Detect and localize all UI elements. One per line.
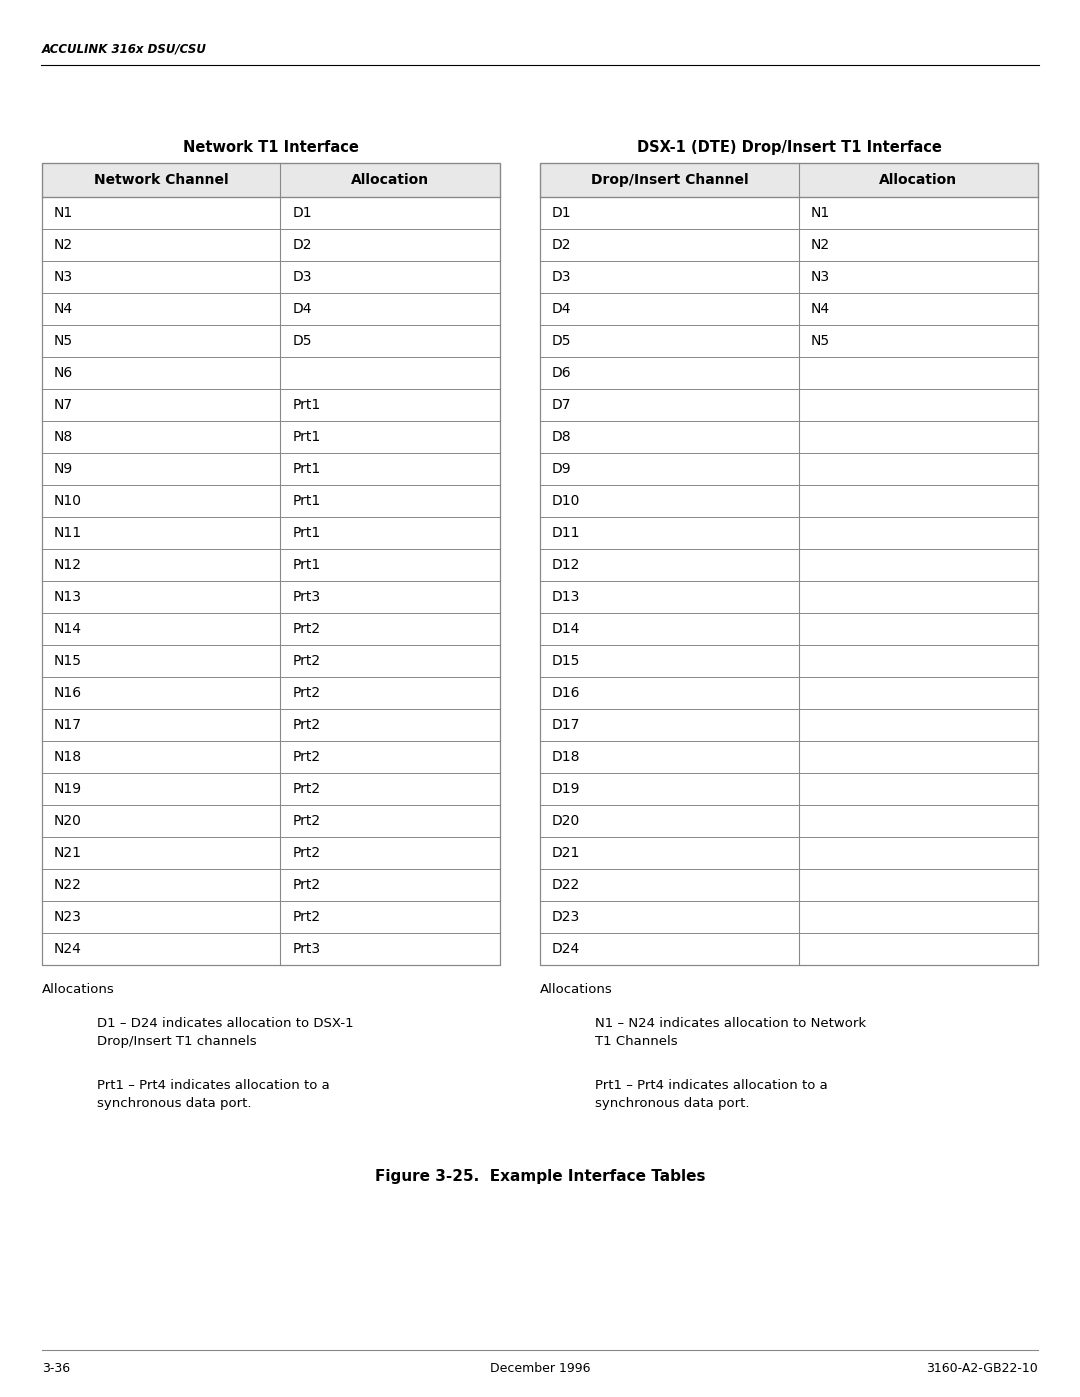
Text: N18: N18 [54, 750, 82, 764]
Text: Network T1 Interface: Network T1 Interface [184, 140, 359, 155]
Text: N1: N1 [54, 205, 73, 219]
Text: N5: N5 [54, 334, 73, 348]
Text: N11: N11 [54, 527, 82, 541]
Text: Prt2: Prt2 [293, 877, 321, 893]
Text: D3: D3 [293, 270, 312, 284]
Text: D15: D15 [552, 654, 580, 668]
Text: Prt1: Prt1 [293, 527, 321, 541]
Text: N16: N16 [54, 686, 82, 700]
Text: Prt3: Prt3 [293, 590, 321, 604]
Text: Prt1: Prt1 [293, 462, 321, 476]
Text: N13: N13 [54, 590, 82, 604]
Text: N8: N8 [54, 430, 73, 444]
Text: Prt2: Prt2 [293, 718, 321, 732]
Text: D4: D4 [552, 302, 571, 316]
Text: N5: N5 [811, 334, 831, 348]
Text: N19: N19 [54, 782, 82, 796]
Text: N12: N12 [54, 557, 82, 571]
Text: N23: N23 [54, 909, 82, 923]
Text: N22: N22 [54, 877, 82, 893]
Text: D19: D19 [552, 782, 581, 796]
Text: Allocation: Allocation [351, 173, 429, 187]
Text: N1: N1 [811, 205, 831, 219]
Bar [42, 163, 500, 965]
Text: D13: D13 [552, 590, 580, 604]
Text: Prt1: Prt1 [293, 557, 321, 571]
Text: N2: N2 [54, 237, 73, 251]
Text: N10: N10 [54, 495, 82, 509]
Text: Drop/Insert Channel: Drop/Insert Channel [591, 173, 748, 187]
Text: D1 – D24 indicates allocation to DSX-1
Drop/Insert T1 channels: D1 – D24 indicates allocation to DSX-1 D… [97, 1017, 353, 1048]
Text: N9: N9 [54, 462, 73, 476]
Text: D5: D5 [552, 334, 571, 348]
Text: N14: N14 [54, 622, 82, 636]
Text: December 1996: December 1996 [489, 1362, 591, 1375]
Text: Prt2: Prt2 [293, 847, 321, 861]
Text: Prt2: Prt2 [293, 782, 321, 796]
Text: D2: D2 [552, 237, 571, 251]
Text: Prt2: Prt2 [293, 686, 321, 700]
Text: N20: N20 [54, 814, 82, 828]
Text: Prt2: Prt2 [293, 654, 321, 668]
Text: D14: D14 [552, 622, 580, 636]
Text: N4: N4 [811, 302, 831, 316]
Text: Allocation: Allocation [879, 173, 958, 187]
Text: D3: D3 [552, 270, 571, 284]
Text: Prt1 – Prt4 indicates allocation to a
synchronous data port.: Prt1 – Prt4 indicates allocation to a sy… [97, 1078, 329, 1111]
Text: D10: D10 [552, 495, 580, 509]
Text: D22: D22 [552, 877, 580, 893]
Text: D16: D16 [552, 686, 581, 700]
Text: N3: N3 [54, 270, 73, 284]
Text: D5: D5 [293, 334, 312, 348]
Text: Allocations: Allocations [42, 983, 114, 996]
Text: D1: D1 [552, 205, 571, 219]
Text: D11: D11 [552, 527, 581, 541]
Text: D4: D4 [293, 302, 312, 316]
Text: Prt2: Prt2 [293, 750, 321, 764]
Text: D20: D20 [552, 814, 580, 828]
Text: D18: D18 [552, 750, 581, 764]
Text: D9: D9 [552, 462, 571, 476]
Text: D17: D17 [552, 718, 580, 732]
Text: 3-36: 3-36 [42, 1362, 70, 1375]
Bar [540, 163, 1038, 965]
Text: N17: N17 [54, 718, 82, 732]
Text: D2: D2 [293, 237, 312, 251]
Text: N24: N24 [54, 942, 82, 956]
Bar [540, 163, 1038, 197]
Text: D6: D6 [552, 366, 571, 380]
Text: Allocations: Allocations [540, 983, 612, 996]
Text: Prt3: Prt3 [293, 942, 321, 956]
Text: ACCULINK 316x DSU/CSU: ACCULINK 316x DSU/CSU [42, 42, 207, 54]
Text: Prt1: Prt1 [293, 430, 321, 444]
Text: D1: D1 [293, 205, 312, 219]
Text: D7: D7 [552, 398, 571, 412]
Text: Prt2: Prt2 [293, 814, 321, 828]
Text: DSX-1 (DTE) Drop/Insert T1 Interface: DSX-1 (DTE) Drop/Insert T1 Interface [636, 140, 942, 155]
Text: Figure 3-25.  Example Interface Tables: Figure 3-25. Example Interface Tables [375, 1169, 705, 1185]
Text: Prt1: Prt1 [293, 495, 321, 509]
Text: N7: N7 [54, 398, 73, 412]
Text: N2: N2 [811, 237, 831, 251]
Text: D12: D12 [552, 557, 580, 571]
Text: Prt2: Prt2 [293, 622, 321, 636]
Text: N6: N6 [54, 366, 73, 380]
Text: Prt1 – Prt4 indicates allocation to a
synchronous data port.: Prt1 – Prt4 indicates allocation to a sy… [595, 1078, 827, 1111]
Text: N4: N4 [54, 302, 73, 316]
Text: D23: D23 [552, 909, 580, 923]
Text: D8: D8 [552, 430, 571, 444]
Text: Prt1: Prt1 [293, 398, 321, 412]
Text: D24: D24 [552, 942, 580, 956]
Bar [42, 163, 500, 197]
Text: N15: N15 [54, 654, 82, 668]
Text: N21: N21 [54, 847, 82, 861]
Text: N3: N3 [811, 270, 831, 284]
Text: D21: D21 [552, 847, 580, 861]
Text: Network Channel: Network Channel [94, 173, 228, 187]
Text: 3160-A2-GB22-10: 3160-A2-GB22-10 [927, 1362, 1038, 1375]
Text: N1 – N24 indicates allocation to Network
T1 Channels: N1 – N24 indicates allocation to Network… [595, 1017, 866, 1048]
Text: Prt2: Prt2 [293, 909, 321, 923]
